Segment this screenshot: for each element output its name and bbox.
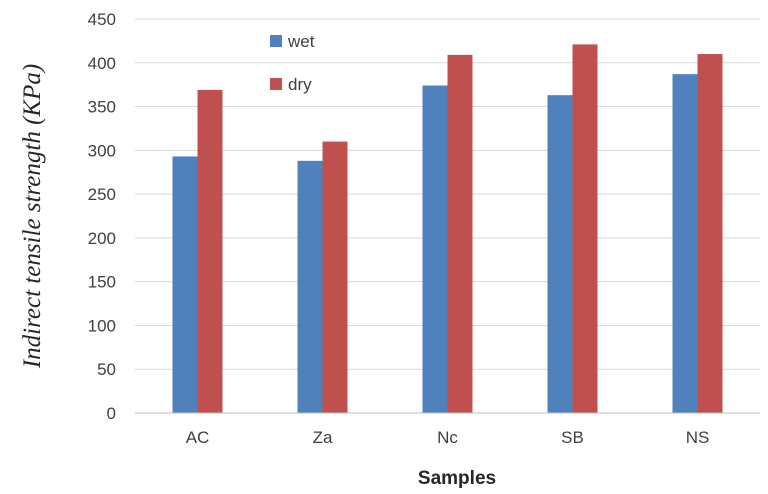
x-tick-label: NS <box>686 428 710 447</box>
y-tick-label: 300 <box>88 141 116 160</box>
y-tick-label: 350 <box>88 98 116 117</box>
legend-label-dry: dry <box>288 75 312 94</box>
x-tick-labels: AC Za Nc SB NS <box>186 428 710 447</box>
legend-label-wet: wet <box>287 32 315 51</box>
bar-wet-Za <box>297 160 323 413</box>
bar-wet-SB <box>547 95 573 413</box>
bars <box>172 44 723 414</box>
bar-wet-AC <box>172 156 198 413</box>
y-tick-label: 200 <box>88 229 116 248</box>
bar-wet-NS <box>672 74 698 413</box>
x-axis-label: Samples <box>418 468 496 489</box>
bar-dry-NS <box>697 54 723 414</box>
y-tick-labels: 0 50 100 150 200 250 300 350 400 450 <box>88 10 116 423</box>
y-tick-label: 50 <box>97 360 116 379</box>
y-tick-label: 150 <box>88 273 116 292</box>
legend-swatch-wet <box>270 35 282 47</box>
bar-dry-Nc <box>447 54 473 414</box>
y-axis-label: Indirect tensile strength (KPa) <box>19 64 46 369</box>
bar-dry-SB <box>572 44 598 413</box>
bar-wet-Nc <box>422 85 448 413</box>
x-tick-label: AC <box>186 428 210 447</box>
legend: wet dry <box>270 32 315 94</box>
y-tick-label: 100 <box>88 316 116 335</box>
bar-dry-Za <box>322 141 348 414</box>
x-tick-label: SB <box>561 428 584 447</box>
bar-dry-AC <box>197 89 223 414</box>
x-tick-label: Za <box>313 428 333 447</box>
x-tick-label: Nc <box>437 428 458 447</box>
legend-swatch-dry <box>270 78 282 90</box>
y-tick-label: 450 <box>88 10 116 29</box>
y-tick-label: 250 <box>88 185 116 204</box>
y-tick-label: 400 <box>88 54 116 73</box>
y-tick-label: 0 <box>107 404 116 423</box>
